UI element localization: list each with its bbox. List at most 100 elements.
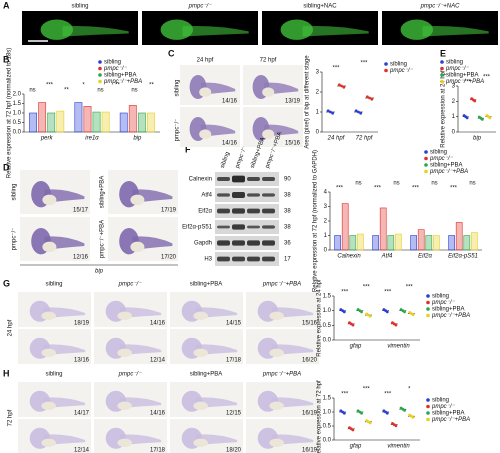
count-label: 17/18 <box>226 358 242 364</box>
x-tick-label: vimentin <box>387 444 410 450</box>
significance-label: *** <box>450 186 458 192</box>
yolk <box>269 438 284 447</box>
legend-marker <box>440 60 444 64</box>
dot <box>473 99 477 103</box>
count-label: 14/16 <box>222 99 238 105</box>
blot-band <box>217 208 230 214</box>
legend-marker <box>440 73 444 77</box>
yolk <box>193 348 208 357</box>
bar <box>425 235 433 251</box>
bar <box>119 112 128 133</box>
x-tick-label: Calnexin <box>337 254 361 260</box>
bar <box>357 233 364 251</box>
dot-group <box>364 419 372 425</box>
embryo-image <box>94 329 167 364</box>
bar <box>128 105 137 133</box>
condition-label: pmpc⁻/⁻+PBA <box>262 282 301 288</box>
count-label: 13/16 <box>74 358 90 364</box>
yolk <box>199 129 212 139</box>
legend-marker <box>440 79 444 84</box>
blot-band <box>232 240 245 246</box>
condition-label: pmpc⁻/⁻ <box>118 282 143 288</box>
y-tick-label: 4 <box>324 190 328 196</box>
blot-band <box>232 192 245 198</box>
significance-label: *** <box>483 75 491 81</box>
yolk <box>41 311 56 320</box>
stage-label: 24 hpf <box>8 319 14 336</box>
yolk <box>269 348 284 357</box>
count-label: 14/17 <box>74 411 90 417</box>
y-tick-label: 0 <box>452 130 456 136</box>
y-tick-label: 0.0 <box>323 438 332 444</box>
count-label: 13/19 <box>285 99 301 105</box>
count-label: 17/18 <box>150 448 166 453</box>
y-tick-label: 1.0 <box>13 111 22 117</box>
yolk <box>193 438 208 447</box>
stage-label: 24 hpf <box>197 58 214 64</box>
legend-marker <box>424 150 428 154</box>
gene-label: bip <box>95 269 104 275</box>
significance-label: *** <box>363 285 371 291</box>
legend-label: sibling <box>432 398 449 404</box>
legend-label: sibling+PBA <box>430 163 463 169</box>
significance-label: ns <box>469 181 475 187</box>
bar <box>29 112 37 133</box>
embryo-image <box>246 292 319 327</box>
y-axis-label: Relative expression at 72 hpf (normalize… <box>7 48 13 178</box>
dot <box>337 83 341 87</box>
embryo-image <box>170 292 243 327</box>
embryo-image <box>243 65 303 105</box>
x-tick-label: 24 hpf <box>327 136 346 142</box>
blot-band <box>262 193 275 197</box>
bar <box>56 110 65 133</box>
yolk <box>42 194 57 206</box>
condition-label: sibling+NAC <box>303 4 337 10</box>
count-label: 16/19 <box>302 448 318 453</box>
embryo-image <box>94 419 167 453</box>
dot <box>326 109 330 113</box>
y-axis-label: Relative expression at 72 hpf (normalize… <box>313 150 319 292</box>
significance-label: ns <box>29 88 35 94</box>
panel-letter: E <box>440 48 446 58</box>
dot <box>394 424 398 428</box>
embryo-image <box>243 107 303 147</box>
significance-label: ns <box>431 181 437 187</box>
row-label: sibling <box>175 79 181 96</box>
bar <box>395 233 402 251</box>
kda-label: 38 <box>284 225 291 231</box>
dot <box>354 109 358 113</box>
dot <box>385 310 389 314</box>
embryo-image <box>382 11 498 45</box>
y-tick-label: 1 <box>452 114 456 120</box>
x-tick-label: perk <box>40 136 54 142</box>
dot-group <box>485 114 492 120</box>
y-tick-label: 1.0 <box>323 410 332 416</box>
dot <box>360 310 363 314</box>
legend-label: sibling+PBA <box>432 307 465 313</box>
yolk <box>117 438 132 447</box>
significance-label: *** <box>384 392 392 398</box>
y-tick-label: 2 <box>452 99 456 105</box>
blot-band <box>247 225 260 229</box>
legend-marker <box>424 156 428 161</box>
condition-label: pmpc⁻/⁻+PBA <box>262 372 301 378</box>
dot <box>340 84 343 88</box>
y-tick-label: 2.0 <box>13 92 22 98</box>
legend-label: pmpc⁻/⁻ <box>103 66 128 72</box>
blot-band <box>247 177 260 181</box>
stage-label: 72 hpf <box>260 58 277 64</box>
significance-label: *** <box>341 392 349 398</box>
embryo-image <box>170 382 243 417</box>
yolk <box>262 129 275 139</box>
y-tick-label: 0 <box>324 248 328 254</box>
bar <box>463 235 471 251</box>
dot <box>465 116 469 120</box>
count-label: 14/16 <box>150 411 166 417</box>
dot <box>368 96 371 100</box>
embryo-image <box>18 382 91 417</box>
legend-label: pmpc⁻/⁻ <box>431 300 456 306</box>
embryo-image <box>22 11 138 45</box>
legend-marker <box>98 60 102 64</box>
legend-marker <box>424 163 428 167</box>
